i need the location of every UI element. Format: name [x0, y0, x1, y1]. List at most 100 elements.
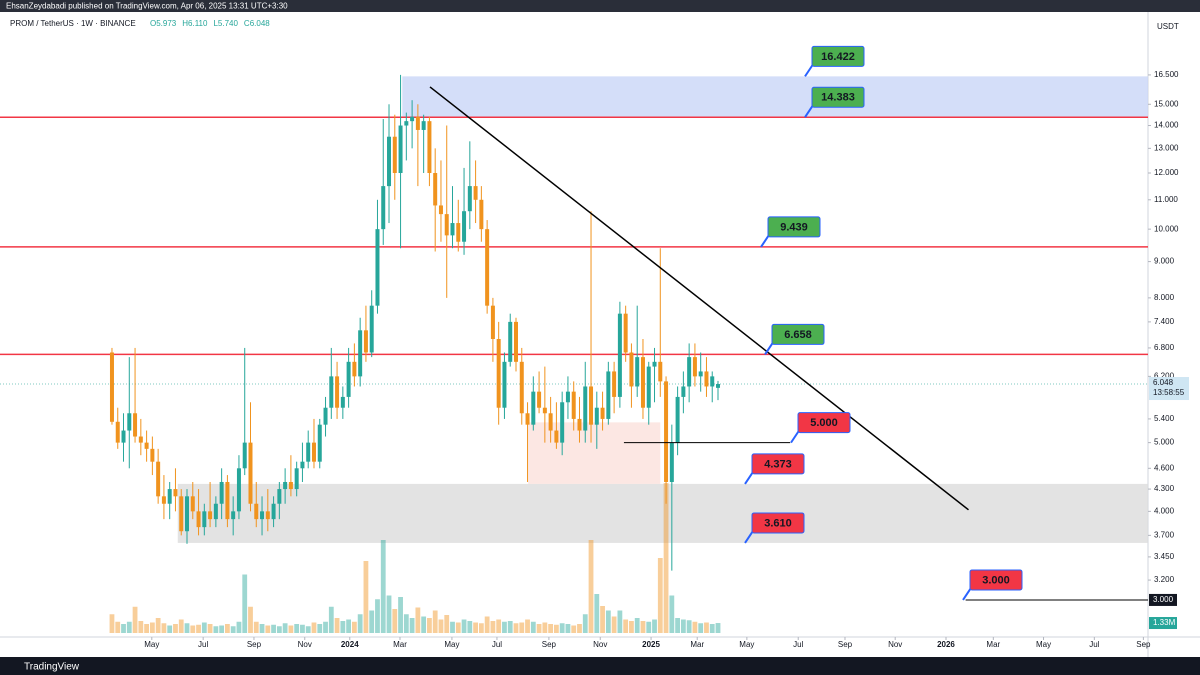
volume-bar [184, 623, 190, 633]
candle-body [681, 386, 686, 397]
y-tick-label: 11.000 [1154, 195, 1178, 204]
candle-body [323, 407, 328, 425]
x-tick-label: Jul [1089, 640, 1099, 649]
volume-bar [530, 621, 536, 633]
candle-body [236, 468, 241, 512]
candle-body [260, 511, 265, 520]
volume-bar [149, 622, 155, 633]
candle-body [427, 121, 432, 173]
y-tick-label: 4.600 [1154, 463, 1175, 472]
x-tick-label: May [444, 640, 459, 649]
candle-body [548, 413, 553, 431]
volume-bar [657, 558, 663, 633]
volume-bar [300, 624, 305, 633]
volume-bar [386, 595, 392, 633]
candle-body [462, 211, 467, 242]
volume-bar [409, 618, 415, 633]
volume-bar [478, 623, 484, 633]
x-tick-label: Jul [492, 640, 502, 649]
volume-price-box [1149, 617, 1177, 630]
candle-body [208, 511, 213, 520]
y-tick-label: 4.300 [1154, 484, 1175, 493]
volume-price-label: 1.33M [1153, 618, 1176, 627]
annotation-label: 3.000 [982, 574, 1010, 586]
volume-bar [669, 595, 675, 633]
candle-body [537, 391, 542, 408]
candle-body [658, 361, 663, 382]
symbol-title: PROM / TetherUS · 1W · BINANCE [10, 19, 136, 28]
candle-body [248, 442, 253, 504]
candle-body [294, 468, 299, 490]
candle-body [288, 481, 293, 490]
y-tick-label: 5.400 [1154, 414, 1175, 423]
annotation-pointer [804, 104, 814, 118]
candle-body [635, 357, 640, 387]
volume-bar [276, 626, 282, 633]
y-tick-label: 15.000 [1154, 99, 1179, 108]
candle-body [254, 503, 259, 520]
volume-bar [178, 619, 184, 633]
volume-bar [230, 626, 236, 633]
volume-bar [507, 621, 513, 633]
volume-bar [680, 619, 686, 633]
volume-bar [634, 618, 640, 633]
volume-bar [334, 618, 340, 633]
volume-bar [190, 625, 196, 633]
annotation-pointer [790, 430, 800, 444]
candle-body [167, 489, 172, 504]
annotation-box [811, 45, 865, 67]
volume-bar [357, 614, 363, 633]
candle-body [675, 396, 680, 443]
x-tick-label: Mar [393, 640, 407, 649]
candle-body [410, 116, 415, 122]
candle-body [531, 391, 536, 425]
candle-body [554, 430, 559, 443]
candle-body [692, 357, 697, 377]
x-tick-label: Sep [542, 640, 557, 649]
candle-body [479, 199, 484, 230]
volume-bar [692, 621, 698, 633]
volume-bar [565, 624, 571, 633]
candle-body [231, 511, 236, 520]
candle-body [311, 442, 316, 462]
candle-body [617, 313, 622, 397]
volume-bar [427, 618, 432, 633]
volume-bar [698, 623, 704, 633]
annotation-label: 6.658 [784, 329, 812, 341]
candle-body [381, 186, 386, 230]
last-price-label: 6.048 [1153, 378, 1174, 387]
y-tick-label: 6.800 [1154, 343, 1175, 352]
candle-body [398, 125, 403, 173]
volume-bar [213, 626, 219, 633]
volume-bar [369, 610, 375, 633]
trendline [429, 86, 969, 511]
volume-bar [577, 624, 582, 633]
volume-bar [219, 625, 225, 633]
candle-body [300, 461, 305, 469]
candle-body [450, 223, 455, 236]
y-tick-label: 3.700 [1154, 530, 1175, 539]
volume-bar [663, 483, 669, 633]
annotation-label: 9.439 [780, 221, 808, 233]
volume-bar [403, 614, 409, 633]
candle-body [109, 352, 114, 422]
annotation-pointer [760, 234, 770, 248]
x-tick-label: Mar [986, 640, 1000, 649]
x-tick-label: Nov [593, 640, 607, 649]
volume-bar [253, 621, 259, 633]
candle-body [219, 481, 224, 504]
y-tick-label: 12.000 [1154, 168, 1179, 177]
candle-body [352, 361, 357, 377]
candle-body [340, 396, 345, 408]
volume-bar [484, 616, 490, 633]
candle-body [525, 413, 530, 425]
annotation-box [969, 569, 1023, 591]
volume-bar [236, 621, 242, 633]
candle-body [138, 436, 143, 443]
annotation-pointer [804, 63, 814, 77]
candle-body [652, 361, 657, 367]
candle-body [623, 313, 628, 353]
candle-body [612, 371, 617, 397]
candle-body [404, 121, 409, 126]
